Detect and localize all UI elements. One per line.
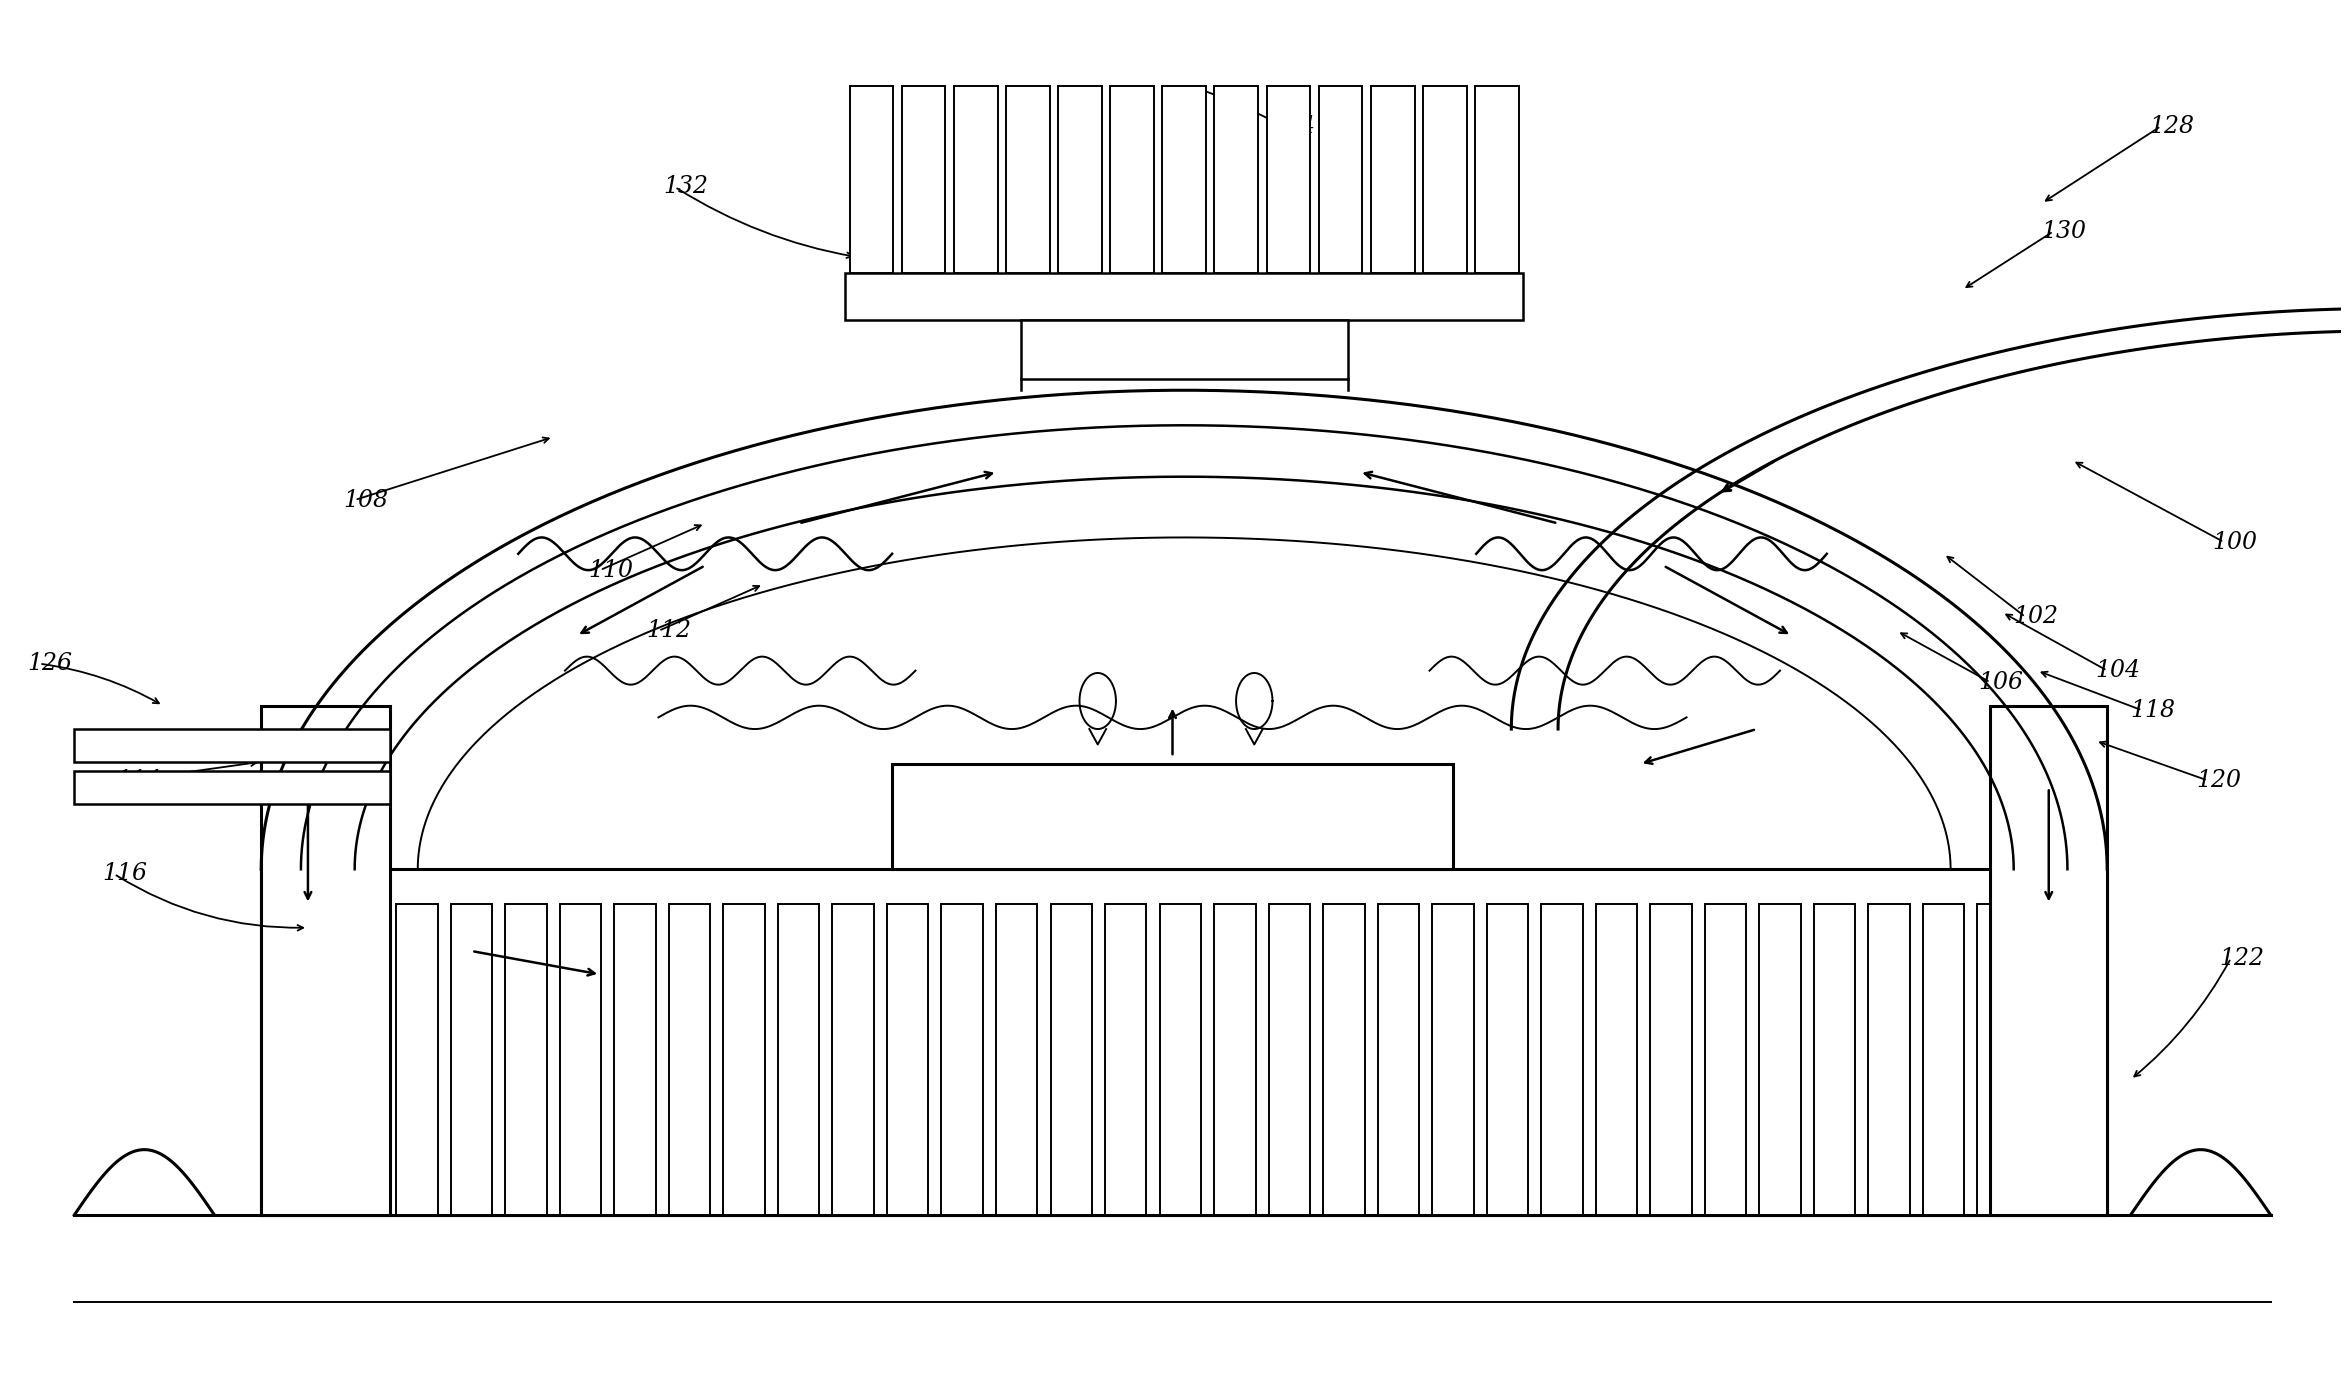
Bar xyxy=(844,273,1522,321)
Bar xyxy=(450,905,492,1214)
Bar xyxy=(1705,905,1747,1214)
Text: 110: 110 xyxy=(589,558,633,582)
Bar xyxy=(1423,86,1466,273)
Bar xyxy=(722,905,764,1214)
Bar xyxy=(1541,905,1583,1214)
Bar xyxy=(1104,905,1147,1214)
Bar xyxy=(560,905,600,1214)
Bar xyxy=(1433,905,1473,1214)
Bar xyxy=(75,772,389,804)
Bar xyxy=(1215,86,1259,273)
Text: 130: 130 xyxy=(2042,219,2087,243)
Bar xyxy=(1977,905,2019,1214)
Bar xyxy=(1377,905,1419,1214)
Text: 124: 124 xyxy=(1271,115,1316,137)
Bar xyxy=(260,869,2108,1214)
Bar xyxy=(1020,321,1348,379)
Bar xyxy=(954,86,997,273)
Bar xyxy=(1266,86,1311,273)
Bar xyxy=(1813,905,1855,1214)
Bar xyxy=(1006,86,1051,273)
Bar xyxy=(1109,86,1154,273)
Bar xyxy=(614,905,657,1214)
Bar xyxy=(997,905,1036,1214)
Bar xyxy=(886,905,929,1214)
Text: 114: 114 xyxy=(117,769,162,793)
Bar xyxy=(1595,905,1637,1214)
Bar xyxy=(1487,905,1529,1214)
Bar xyxy=(1869,905,1909,1214)
Text: 126: 126 xyxy=(28,652,73,675)
Text: 106: 106 xyxy=(1979,670,2024,694)
Bar xyxy=(396,905,439,1214)
Bar xyxy=(1318,86,1362,273)
Bar xyxy=(849,86,893,273)
Bar xyxy=(1163,86,1205,273)
Text: 118: 118 xyxy=(2132,698,2176,722)
Bar xyxy=(1215,905,1255,1214)
Bar xyxy=(891,765,1454,869)
Text: 102: 102 xyxy=(2014,605,2059,629)
Bar xyxy=(504,905,546,1214)
Bar xyxy=(1651,905,1691,1214)
Text: 128: 128 xyxy=(2150,115,2195,137)
Bar xyxy=(779,905,818,1214)
Text: 116: 116 xyxy=(103,862,148,886)
Bar xyxy=(1323,905,1365,1214)
Bar xyxy=(75,729,389,762)
Bar xyxy=(1158,905,1201,1214)
Bar xyxy=(260,705,389,1214)
Bar xyxy=(1269,905,1311,1214)
Bar xyxy=(1058,86,1102,273)
Bar xyxy=(1759,905,1801,1214)
Bar xyxy=(1475,86,1520,273)
Bar xyxy=(1372,86,1414,273)
Bar xyxy=(668,905,711,1214)
Bar xyxy=(1051,905,1093,1214)
Bar xyxy=(940,905,983,1214)
Text: 120: 120 xyxy=(2195,769,2242,793)
Bar xyxy=(1923,905,1965,1214)
Text: 132: 132 xyxy=(664,175,708,198)
Bar xyxy=(903,86,945,273)
Bar xyxy=(832,905,875,1214)
Text: 100: 100 xyxy=(2211,530,2258,554)
Text: 122: 122 xyxy=(2218,947,2265,970)
Text: 108: 108 xyxy=(342,489,387,512)
Text: 112: 112 xyxy=(647,619,692,643)
Text: 104: 104 xyxy=(2096,659,2141,682)
Bar xyxy=(1991,705,2108,1214)
